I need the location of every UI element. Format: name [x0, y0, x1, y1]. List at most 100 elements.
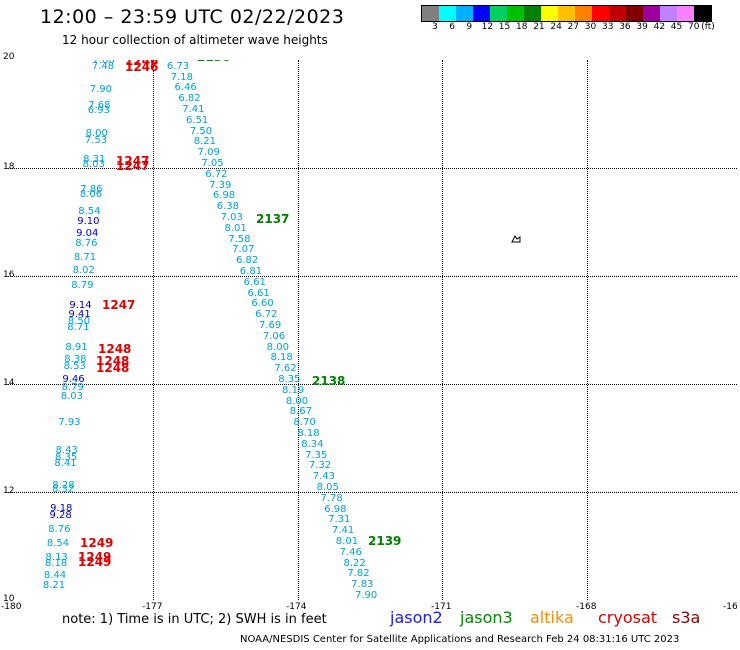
wave-height-value: 7.05: [201, 158, 224, 169]
wave-height-value: 8.05: [316, 482, 339, 493]
wave-height-value: 8.76: [75, 238, 98, 249]
wave-height-value: 7.86: [80, 184, 103, 195]
wave-height-value: 7.50: [189, 125, 213, 137]
pass-label-1247: 1247: [116, 159, 150, 173]
wave-height-value: 7.41: [182, 104, 205, 115]
wave-height-value: 8.44: [43, 570, 67, 581]
pass-label-2136: 2136: [197, 60, 230, 64]
pass-label-1249: 1249: [78, 550, 112, 564]
pass-label-2139: 2139: [368, 534, 402, 548]
wave-height-value: 6.61: [243, 276, 266, 288]
legend-label: 39: [636, 22, 648, 32]
wave-height-value: 8.38: [64, 354, 87, 365]
satellite-name-jason2: jason2: [390, 608, 443, 627]
wave-height-value: 6.93: [87, 105, 111, 116]
pass-label-1248: 1248: [96, 354, 130, 368]
wave-height-value: 7.53: [84, 135, 108, 146]
wave-height-value: 8.18: [270, 352, 293, 364]
wave-height-value: 8.35: [54, 452, 78, 463]
wave-height-value: 7.39: [209, 179, 232, 191]
wave-height-value: 7.46: [339, 546, 362, 558]
y-tick-14: 14: [3, 378, 15, 388]
grid-line: [298, 60, 299, 600]
wave-height-value: 8.76: [48, 524, 71, 535]
wave-height-value: 8.06: [79, 189, 103, 200]
y-tick-18: 18: [3, 162, 15, 172]
legend-swatch: [524, 6, 541, 21]
wave-height-value: 8.70: [293, 417, 316, 429]
wave-height-value: 9.10: [77, 216, 100, 227]
wave-height-value: 7.69: [259, 320, 282, 331]
satellite-name-jason3: jason3: [460, 608, 513, 627]
wave-height-value: 8.67: [289, 406, 312, 418]
legend-swatch: [541, 6, 558, 21]
wave-height-value: 7.90: [355, 590, 378, 600]
wave-height-value: 8.21: [193, 136, 216, 148]
wave-height-value: 7.78: [320, 492, 343, 504]
wave-height-value: 7.86: [92, 60, 115, 66]
wave-height-value: 8.00: [266, 341, 289, 353]
wave-height-value: 7.90: [89, 84, 112, 95]
wave-height-value: 8.71: [73, 252, 97, 263]
legend-swatch: [575, 6, 592, 21]
legend-label: 33: [602, 22, 614, 32]
legend-swatch: [439, 6, 456, 21]
wave-height-value: 8.54: [78, 206, 101, 217]
legend-label: 18: [516, 22, 528, 32]
wave-height-value: 8.50: [67, 316, 91, 327]
legend-swatch: [677, 6, 694, 21]
pass-label-1248: 1248: [98, 342, 132, 356]
legend-label: (ft): [701, 22, 715, 32]
grid-line: [8, 168, 737, 169]
wave-height-value: 9.18: [50, 503, 73, 514]
wave-height-value: 8.03: [60, 391, 83, 402]
satellite-name-altika: altika: [530, 608, 574, 627]
wave-height-value: 6.73: [166, 60, 190, 72]
legend-label: 70: [688, 22, 700, 32]
legend-label: 36: [619, 22, 631, 32]
grid-line: [153, 60, 154, 600]
x-tick-168: -168: [576, 602, 597, 612]
wave-height-value: 9.28: [49, 510, 72, 521]
wave-height-value: 8.13: [45, 552, 68, 563]
legend-label: 21: [533, 22, 545, 32]
wave-height-value: 8.19: [282, 384, 305, 396]
grid-line: [8, 276, 737, 277]
wave-height-value: 7.03: [220, 212, 243, 223]
wave-height-value: 6.51: [186, 114, 209, 126]
grid-line: [8, 384, 737, 385]
wave-height-value: 8.79: [61, 382, 84, 393]
y-tick-12: 12: [3, 486, 15, 496]
wave-height-value: 8.01: [335, 536, 359, 547]
legend-label: 30: [584, 22, 597, 32]
wave-height-value: 7.09: [197, 147, 220, 159]
wave-height-value: 7.07: [163, 60, 185, 61]
pass-label-1248: 1248: [96, 361, 130, 375]
y-tick-20: 20: [3, 52, 15, 62]
grid-line: [587, 60, 588, 600]
wave-height-value: 8.18: [297, 428, 320, 439]
wave-height-value: 7.41: [331, 525, 355, 537]
wave-height-value: 8.32: [51, 484, 75, 495]
map-title: 12:00 – 23:59 UTC 02/22/2023: [40, 6, 345, 28]
note-text: note: 1) Time is in UTC; 2) SWH is in fe…: [62, 612, 327, 627]
pass-label-2138: 2138: [312, 374, 346, 388]
x-tick-171: -171: [431, 602, 452, 612]
legend-label: 6: [449, 22, 455, 32]
wave-height-value: 6.98: [212, 190, 236, 202]
legend-swatch: [558, 6, 575, 21]
wave-height-value: 7.32: [308, 460, 332, 472]
wave-height-value: 8.02: [72, 265, 95, 276]
wave-height-value: 7.06: [262, 330, 286, 342]
legend-swatch: [490, 6, 507, 21]
wave-height-value: 7.68: [88, 100, 111, 111]
wave-height-value: 8.43: [55, 445, 78, 456]
legend-swatch: [473, 6, 490, 21]
legend-swatch: [643, 6, 660, 21]
wave-height-value: 7.62: [274, 363, 297, 375]
wave-height-value: 8.71: [67, 322, 90, 333]
y-tick-10: 10: [3, 594, 15, 604]
wave-height-value: 8.00: [285, 395, 309, 407]
wave-height-value: 8.22: [343, 557, 366, 569]
pass-label-1249: 1249: [78, 555, 112, 569]
